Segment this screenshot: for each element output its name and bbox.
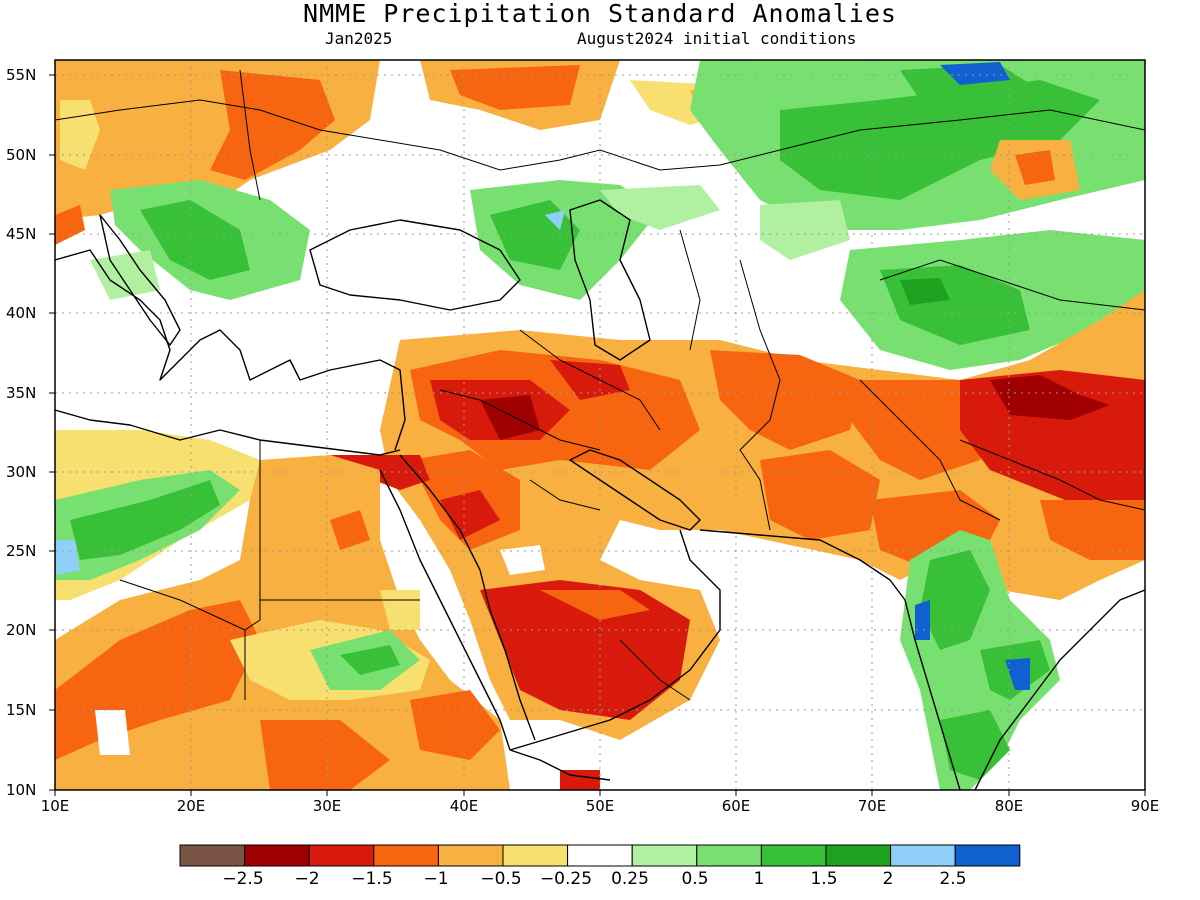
anomaly-field: [55, 60, 1145, 790]
colorbar-label: −1: [423, 869, 449, 889]
colorbar-swatch: [179, 844, 246, 867]
colorbar-swatch: [502, 844, 569, 867]
lon-label: 20E: [176, 797, 206, 815]
lat-label: 50N: [6, 146, 37, 164]
lon-label: 30E: [312, 797, 342, 815]
lon-label: 50E: [585, 797, 615, 815]
colorbar-swatch: [631, 844, 698, 867]
lat-label: 30N: [6, 463, 37, 481]
colorbar-label: −2.5: [222, 869, 264, 889]
country-borders: [55, 69, 1145, 701]
colorbar-label: 1.5: [810, 869, 838, 889]
colorbar-swatch: [696, 844, 762, 867]
colorbar-swatch: [373, 844, 439, 867]
lat-label: 55N: [6, 66, 37, 84]
colorbar: [179, 844, 1021, 867]
forecast-month: Jan2025: [325, 29, 393, 48]
colorbar-swatch: [760, 844, 827, 867]
lat-label: 25N: [6, 542, 37, 560]
colorbar-label: 2: [882, 869, 894, 889]
colorbar-label: 2.5: [939, 869, 967, 889]
lat-label: 15N: [6, 701, 37, 719]
colorbar-swatch: [244, 844, 310, 867]
colorbar-swatch: [437, 844, 504, 867]
lat-label: 35N: [6, 384, 37, 402]
lat-label: 10N: [6, 781, 37, 799]
colorbar-swatch: [954, 844, 1021, 867]
map-gridlines: [55, 60, 1145, 790]
colorbar-label: −2: [294, 869, 320, 889]
lon-label: 40E: [449, 797, 479, 815]
colorbar-swatch: [825, 844, 892, 867]
axis-ticks: [49, 74, 1146, 796]
colorbar-label: −0.5: [480, 869, 522, 889]
lat-label: 20N: [6, 621, 37, 639]
lon-label: 10E: [40, 797, 70, 815]
map-title: NMME Precipitation Standard Anomalies: [303, 0, 897, 28]
colorbar-label: −0.25: [539, 869, 593, 889]
colorbar-label: −1.5: [351, 869, 393, 889]
colorbar-label: 0.5: [681, 869, 709, 889]
lon-label: 80E: [994, 797, 1024, 815]
colorbar-label: 1: [753, 869, 765, 889]
colorbar-swatch: [308, 844, 375, 867]
lat-label: 45N: [6, 225, 37, 243]
colorbar-swatch: [567, 844, 633, 867]
colorbar-label: 0.25: [611, 869, 649, 889]
lon-label: 70E: [857, 797, 887, 815]
coastlines: [55, 199, 1145, 790]
lat-label: 40N: [6, 304, 37, 322]
initial-conditions: August2024 initial conditions: [577, 29, 857, 48]
colorbar-swatch: [890, 844, 956, 867]
lon-label: 90E: [1130, 797, 1160, 815]
lon-label: 60E: [721, 797, 751, 815]
